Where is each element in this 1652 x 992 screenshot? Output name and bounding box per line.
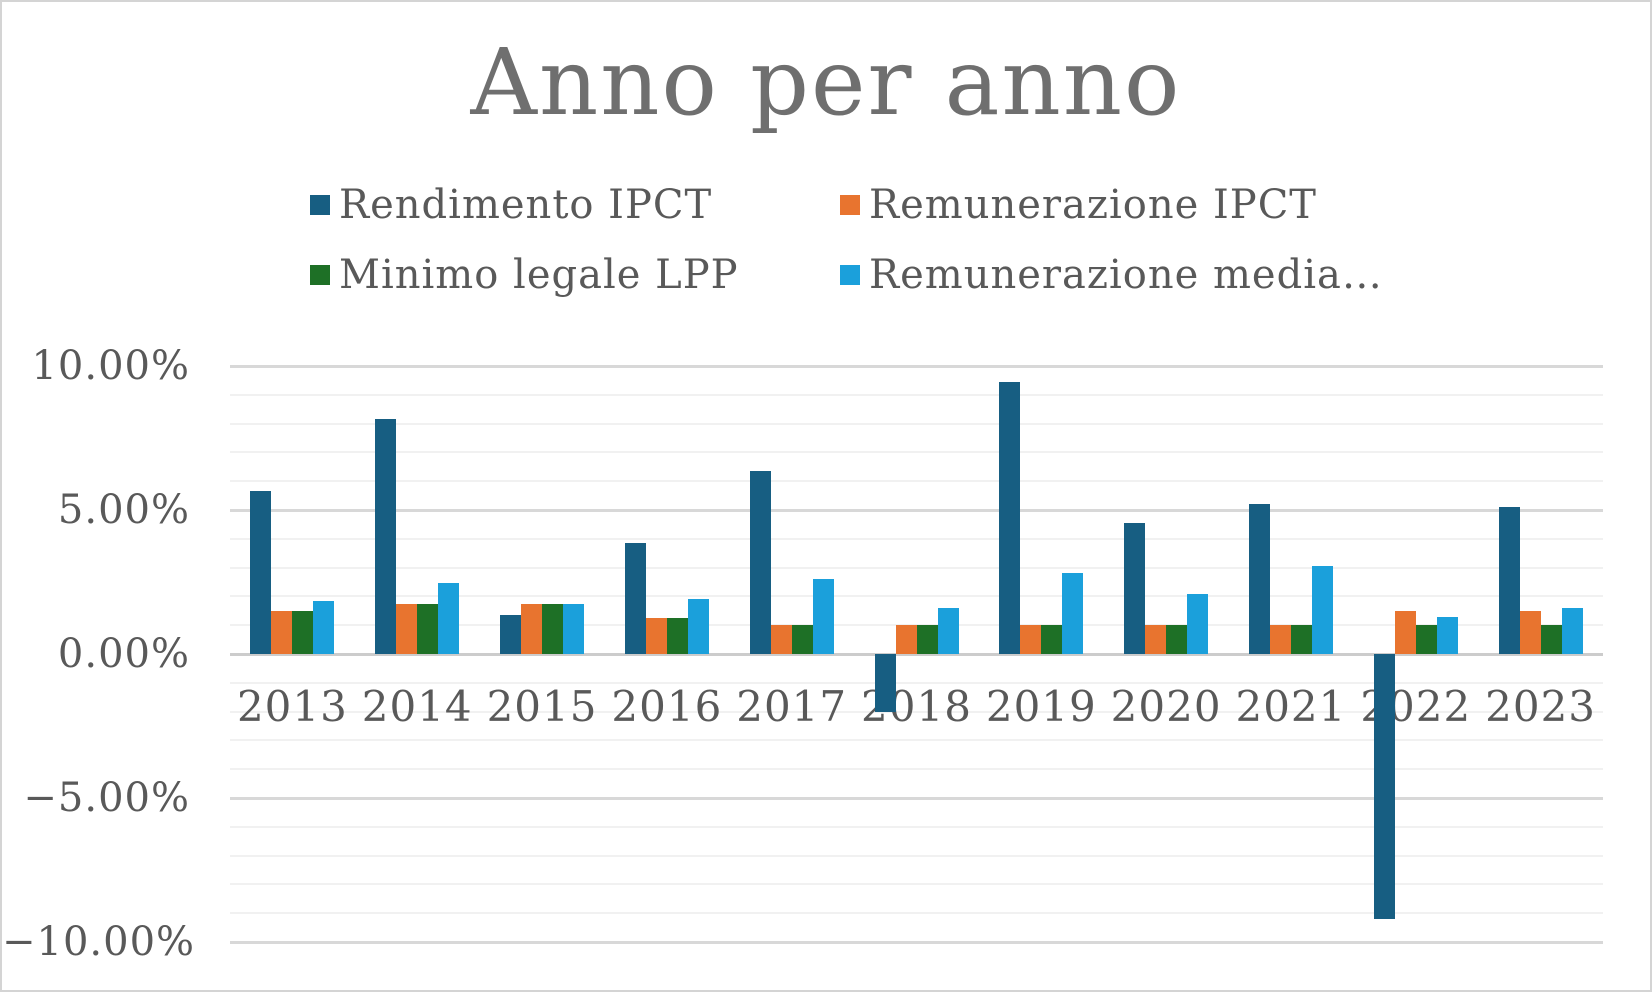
bar — [1145, 625, 1167, 654]
bar — [1041, 625, 1063, 654]
minor-gridline — [230, 768, 1603, 771]
bar — [271, 610, 293, 654]
x-axis-label: 2019 — [985, 682, 1097, 731]
bar — [812, 579, 834, 654]
zero-gridline — [230, 652, 1603, 656]
bar — [1519, 610, 1541, 654]
x-axis-label: 2022 — [1360, 682, 1472, 731]
bar — [375, 419, 397, 654]
x-axis-label: 2014 — [361, 682, 473, 731]
bar — [999, 381, 1021, 654]
bar — [624, 543, 646, 654]
legend-label: Remunerazione media… — [869, 252, 1383, 298]
y-axis-label: 5.00% — [57, 487, 190, 533]
legend-item-remunerazione-media: Remunerazione media… — [840, 252, 1383, 300]
minor-gridline — [230, 883, 1603, 886]
bar — [1166, 625, 1188, 654]
x-axis-label: 2020 — [1110, 682, 1222, 731]
legend-label: Remunerazione IPCT — [869, 182, 1317, 228]
bar — [1394, 610, 1416, 654]
bar — [1436, 616, 1458, 654]
minor-gridline — [230, 825, 1603, 828]
x-axis-label: 2016 — [611, 682, 723, 731]
bar — [1020, 625, 1042, 654]
bar — [500, 615, 522, 654]
bar — [1561, 607, 1583, 654]
bar — [542, 603, 564, 654]
minor-gridline — [230, 422, 1603, 425]
x-axis-label: 2017 — [736, 682, 848, 731]
bar — [1187, 593, 1209, 654]
bar — [645, 618, 667, 654]
chart-title: Anno per anno — [470, 29, 1182, 136]
bar — [1373, 654, 1395, 919]
legend-label: Rendimento IPCT — [339, 182, 713, 228]
legend-item-remunerazione-ipct: Remunerazione IPCT — [840, 182, 1317, 230]
bar — [770, 625, 792, 654]
x-axis-label: 2018 — [861, 682, 972, 731]
y-axis-label: −10.00% — [2, 919, 196, 965]
legend-swatch-rendimento-ipct — [310, 195, 330, 215]
bar — [874, 654, 896, 712]
bar — [1062, 573, 1084, 654]
bar — [438, 583, 460, 654]
minor-gridline — [230, 451, 1603, 454]
y-axis-label: 10.00% — [31, 343, 190, 389]
minor-gridline — [230, 595, 1603, 598]
bar — [1498, 507, 1520, 654]
minor-gridline — [230, 566, 1603, 569]
bar — [937, 607, 959, 654]
bar — [1248, 504, 1270, 654]
bar — [1290, 625, 1312, 654]
major-gridline — [230, 364, 1603, 368]
bar — [749, 471, 771, 654]
bar — [313, 600, 335, 654]
bar — [687, 599, 709, 654]
legend-swatch-remunerazione-ipct — [840, 195, 860, 215]
bar — [563, 603, 585, 654]
legend-item-minimo-legale-lpp: Minimo legale LPP — [310, 252, 739, 300]
legend-swatch-minimo-legale-lpp — [310, 265, 330, 285]
bar — [250, 491, 272, 654]
bar — [916, 625, 938, 654]
bar — [396, 603, 418, 654]
major-gridline — [230, 796, 1603, 800]
y-axis: 10.00% 5.00% 0.00% −5.00% −10.00% — [2, 343, 194, 965]
y-axis-label: −5.00% — [23, 775, 190, 821]
major-gridline — [230, 940, 1603, 944]
bar — [1415, 625, 1437, 654]
x-axis-label: 2021 — [1235, 682, 1347, 731]
bar — [1124, 522, 1146, 654]
y-axis-label: 0.00% — [57, 631, 190, 677]
bar — [1311, 566, 1333, 654]
minor-gridline — [230, 537, 1603, 540]
minor-gridline — [230, 681, 1603, 684]
minor-gridline — [230, 480, 1603, 483]
x-axis-label: 2013 — [236, 682, 348, 731]
minor-gridline — [230, 393, 1603, 396]
bar — [791, 625, 813, 654]
legend-swatch-remunerazione-media — [840, 265, 860, 285]
bar — [1269, 625, 1291, 654]
legend-item-rendimento-ipct: Rendimento IPCT — [310, 182, 712, 230]
minor-gridline — [230, 710, 1603, 713]
x-axis-label: 2015 — [486, 682, 598, 731]
bar — [666, 618, 688, 654]
bar — [895, 625, 917, 654]
minor-gridline — [230, 739, 1603, 742]
minor-gridline — [230, 854, 1603, 857]
bar — [1540, 625, 1562, 654]
bar — [292, 610, 314, 654]
plot-area: 2013 2014 2015 2016 2017 2018 2019 2020 2021 2022… — [230, 364, 1603, 944]
legend-label: Minimo legale LPP — [339, 252, 739, 298]
x-axis-label: 2023 — [1485, 682, 1597, 731]
major-gridline — [230, 508, 1603, 512]
bar — [417, 603, 439, 654]
bar — [521, 603, 543, 654]
minor-gridline — [230, 912, 1603, 915]
